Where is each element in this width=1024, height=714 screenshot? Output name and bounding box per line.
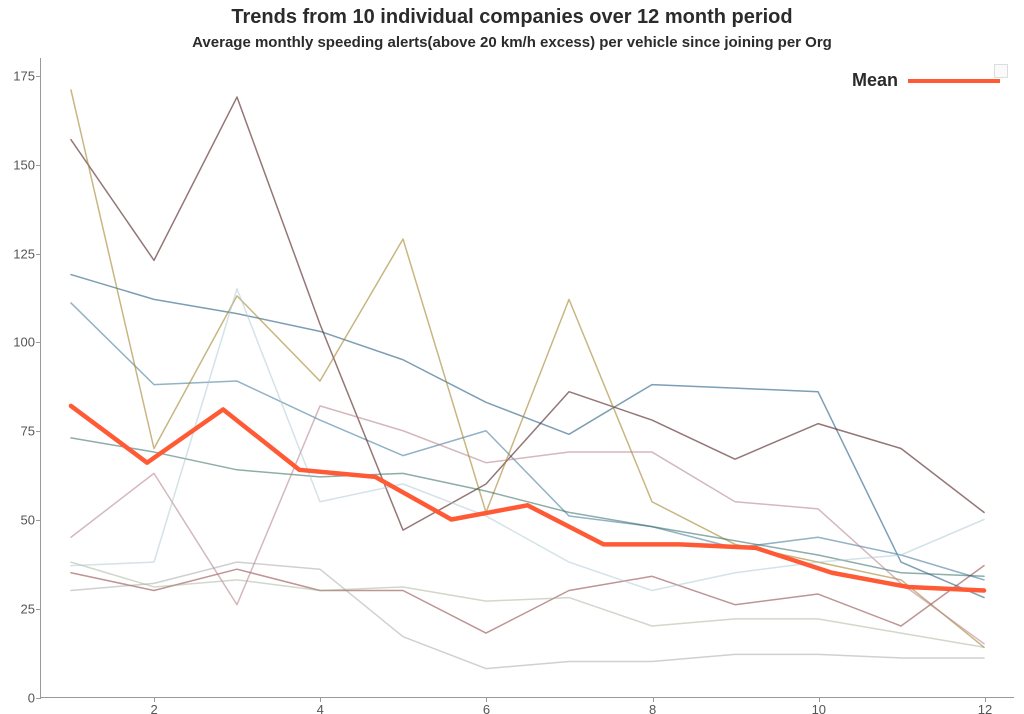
y-tick-label: 125 [7,246,35,261]
y-tick-mark [36,698,41,699]
y-tick-label: 100 [7,335,35,350]
y-tick-mark [36,254,41,255]
x-tick-label: 4 [317,702,324,714]
y-tick-mark [36,431,41,432]
series-company-8 [71,562,984,669]
y-tick-mark [36,76,41,77]
x-tick-mark [819,697,820,702]
y-tick-label: 50 [7,513,35,528]
lines-svg [41,58,1014,697]
y-tick-label: 150 [7,157,35,172]
x-tick-label: 8 [649,702,656,714]
series-company-10 [71,289,984,591]
plot-area: Mean 025507510012515017524681012 [40,58,1014,698]
y-tick-label: 25 [7,602,35,617]
series-mean [71,406,984,591]
chart-container: Trends from 10 individual companies over… [0,0,1024,714]
y-tick-mark [36,342,41,343]
series-company-1 [71,275,984,598]
y-tick-mark [36,520,41,521]
x-tick-mark [320,697,321,702]
y-tick-mark [36,165,41,166]
y-tick-label: 75 [7,424,35,439]
y-tick-label: 0 [7,691,35,706]
chart-title: Trends from 10 individual companies over… [0,6,1024,29]
y-tick-mark [36,609,41,610]
series-company-7 [71,406,984,644]
x-tick-label: 6 [483,702,490,714]
x-tick-mark [154,697,155,702]
x-tick-label: 2 [150,702,157,714]
series-company-3 [71,97,984,530]
x-tick-mark [486,697,487,702]
x-tick-label: 12 [978,702,992,714]
x-tick-label: 10 [812,702,826,714]
x-tick-mark [653,697,654,702]
y-tick-label: 175 [7,68,35,83]
chart-subtitle: Average monthly speeding alerts(above 20… [0,34,1024,51]
x-tick-mark [985,697,986,702]
series-company-4 [71,90,984,647]
